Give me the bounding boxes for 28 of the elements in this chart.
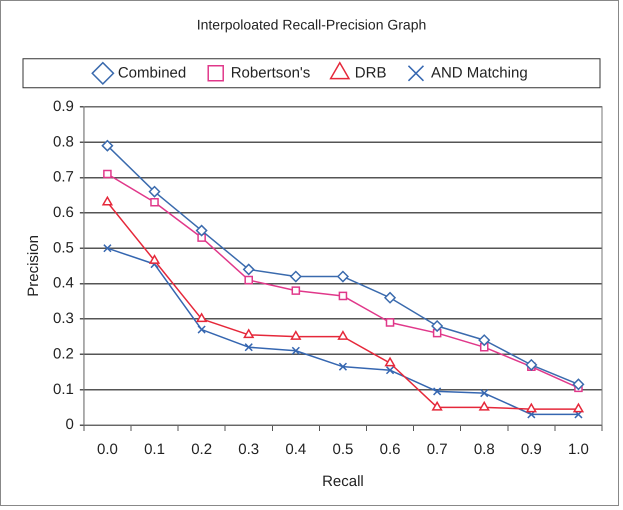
chart-title: Interpoloated Recall-Precision Graph [196, 16, 426, 32]
x-tick-label: 0.9 [520, 441, 542, 458]
x-tick-label: 0.4 [285, 441, 306, 458]
x-tick-label: 0.0 [96, 441, 118, 458]
x-tick-label: 0.3 [238, 441, 260, 458]
y-tick-label: 0.2 [52, 345, 74, 362]
x-tick-label: 0.2 [191, 441, 212, 458]
y-tick-label: 0 [66, 416, 74, 434]
y-tick-label: 0.5 [52, 239, 74, 256]
x-tick-label: 1.0 [568, 441, 589, 458]
x-tick-label: 0.1 [144, 441, 165, 458]
y-tick-label: 0.7 [52, 168, 74, 186]
y-tick-label: 0.3 [52, 310, 74, 328]
x-tick-label: 0.6 [380, 441, 400, 458]
legend-label: DRB [354, 64, 386, 82]
y-axis-title: Precision [25, 235, 42, 297]
legend-label: Combined [118, 64, 186, 82]
legend-label: Robertson's [230, 64, 310, 82]
y-tick-label: 0.4 [52, 274, 74, 292]
x-tick-label: 0.5 [332, 441, 354, 458]
x-axis-title: Recall [322, 473, 364, 490]
x-tick-label: 0.8 [474, 441, 495, 458]
y-tick-label: 0.6 [52, 204, 74, 222]
y-tick-label: 0.8 [52, 133, 74, 150]
legend-label: AND Matching [430, 64, 528, 82]
x-tick-label: 0.7 [426, 441, 448, 458]
y-tick-label: 0.9 [52, 98, 74, 115]
y-tick-label: 0.1 [52, 380, 74, 398]
